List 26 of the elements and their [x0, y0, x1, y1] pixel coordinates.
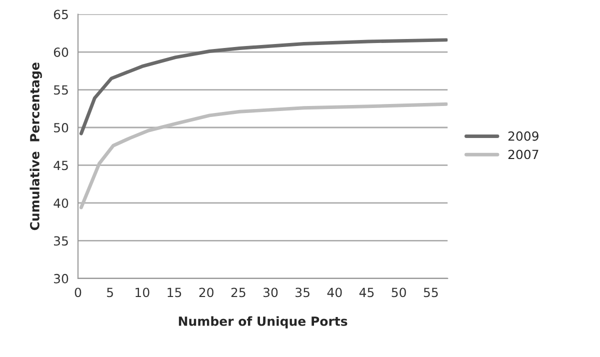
x-tick-label: 25 — [231, 288, 246, 298]
x-tick-label: 15 — [168, 288, 182, 298]
x-tick-label: 0 — [74, 288, 82, 298]
x-axis-title: Number of Unique Ports — [178, 316, 348, 328]
y-tick-label: 60 — [54, 47, 68, 57]
y-tick-label: 30 — [54, 274, 68, 284]
y-tick-label: 50 — [54, 122, 68, 132]
x-tick-label: 55 — [424, 288, 438, 298]
y-tick-label: 55 — [54, 85, 68, 95]
legend-label: 2009 — [508, 131, 538, 141]
y-tick-label: 40 — [54, 198, 68, 208]
y-tick-label: 45 — [54, 160, 68, 170]
legend-label: 2007 — [508, 150, 538, 160]
x-tick-label: 10 — [136, 288, 150, 298]
x-tick-label: 20 — [199, 288, 214, 298]
x-tick-label: 45 — [359, 288, 374, 298]
line-series — [79, 38, 448, 136]
x-tick-label: 50 — [392, 288, 406, 298]
y-axis-title: Cumulative Percentage — [30, 62, 42, 230]
y-tick-label: 35 — [54, 236, 68, 246]
x-tick-label: 40 — [327, 288, 342, 298]
x-tick-label: 30 — [264, 288, 278, 298]
x-tick-label: 5 — [107, 288, 113, 298]
line-series — [79, 102, 448, 210]
y-tick-label: 65 — [54, 10, 68, 20]
x-tick-label: 35 — [296, 288, 310, 298]
